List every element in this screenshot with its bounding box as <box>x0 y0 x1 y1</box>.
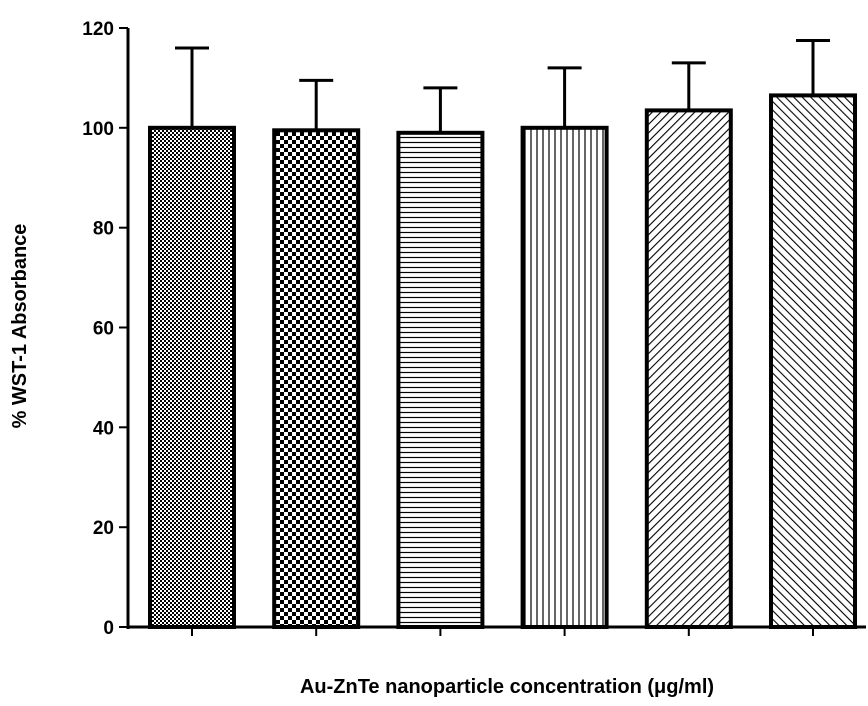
bars-layer <box>148 93 857 630</box>
y-tick-label-20: 20 <box>93 518 114 539</box>
bar-3 <box>396 130 485 630</box>
y-tick-label-120: 120 <box>82 19 114 40</box>
error-bars-layer <box>175 39 830 133</box>
bar-4 <box>520 125 609 630</box>
x-axis-title: Au-ZnTe nanoparticle concentration (μg/m… <box>300 676 714 698</box>
bar-2 <box>272 128 361 630</box>
bar-1 <box>148 125 236 630</box>
y-tick-label-0: 0 <box>103 618 114 639</box>
bar-5 <box>644 108 733 629</box>
x-ticks-layer <box>191 627 814 636</box>
y-tick-label-40: 40 <box>93 418 114 439</box>
y-tick-label-100: 100 <box>82 119 114 140</box>
y-tick-label-80: 80 <box>93 219 114 240</box>
y-ticks-layer: 0 20 40 60 80 100 120 <box>82 19 128 639</box>
y-tick-label-60: 60 <box>93 319 114 340</box>
y-axis-title: % WST-1 Absorbance <box>9 224 31 429</box>
bar-6 <box>769 93 857 629</box>
